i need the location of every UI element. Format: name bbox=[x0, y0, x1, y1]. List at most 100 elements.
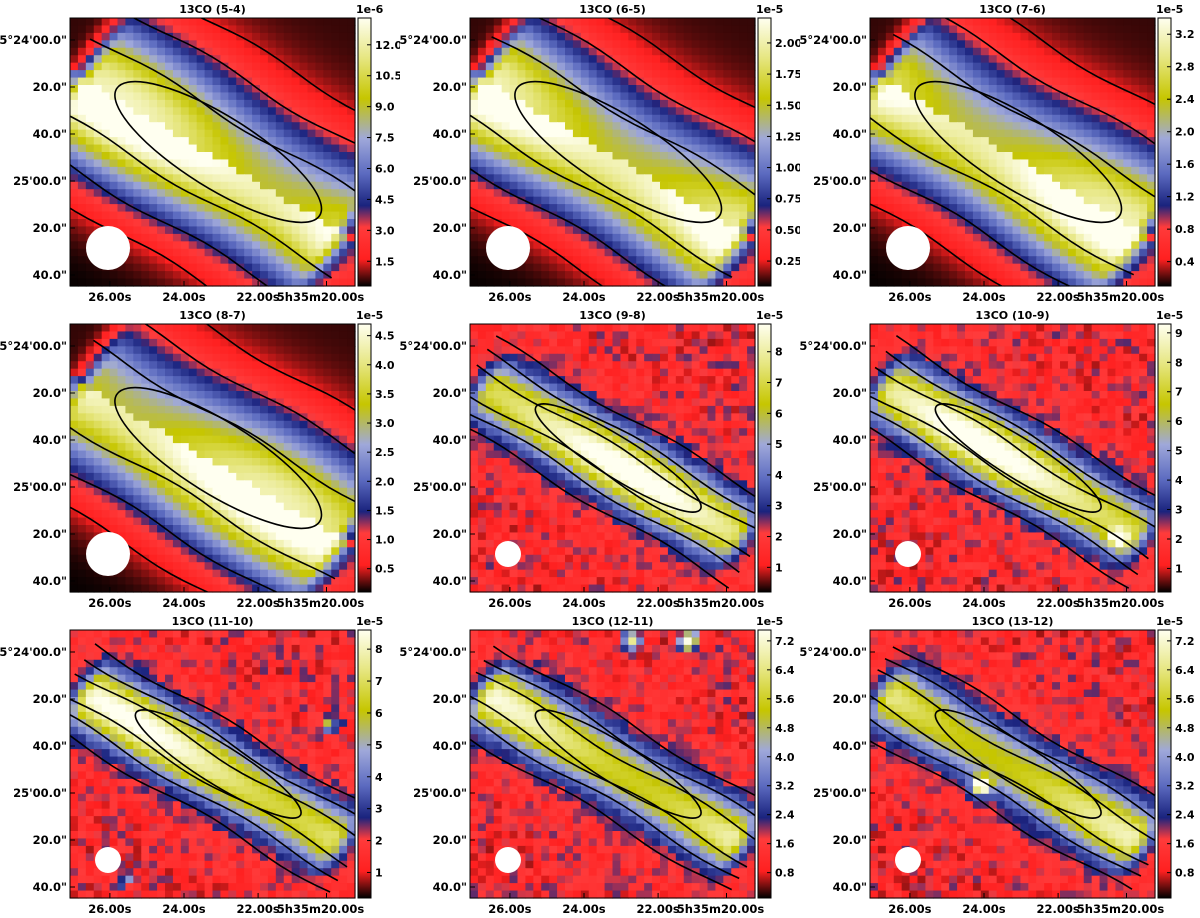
map-cell bbox=[141, 25, 150, 34]
map-cell bbox=[93, 62, 103, 71]
map-cell bbox=[580, 77, 590, 86]
map-cell bbox=[660, 263, 669, 272]
map-cell bbox=[470, 196, 479, 205]
map-cell bbox=[941, 55, 950, 64]
map-cell bbox=[141, 517, 150, 526]
map-cell bbox=[101, 413, 111, 422]
map-cell bbox=[628, 256, 637, 265]
map-cell bbox=[188, 391, 198, 400]
map-cell bbox=[1083, 226, 1093, 235]
beam-ellipse bbox=[886, 226, 930, 270]
map-cell bbox=[517, 152, 527, 161]
map-cell bbox=[188, 458, 198, 467]
map-cell bbox=[1083, 263, 1093, 272]
map-cell bbox=[196, 219, 206, 228]
map-cell bbox=[1147, 226, 1156, 235]
map-cell bbox=[315, 114, 324, 123]
map-cell bbox=[141, 331, 150, 340]
map-cell bbox=[347, 211, 356, 220]
map-cell bbox=[85, 166, 95, 175]
map-cell bbox=[133, 144, 142, 153]
map-cell bbox=[165, 324, 174, 333]
map-cell bbox=[339, 241, 348, 250]
colorbar-tick-label: 1.5 bbox=[375, 255, 395, 268]
map-cell bbox=[109, 517, 119, 526]
map-cell bbox=[109, 25, 119, 34]
map-cell bbox=[1028, 233, 1037, 242]
map-cell bbox=[339, 472, 348, 481]
map-cell bbox=[125, 472, 134, 481]
map-cell bbox=[557, 99, 566, 108]
map-cell bbox=[893, 47, 903, 56]
map-cell bbox=[612, 85, 622, 94]
map-cell bbox=[699, 226, 709, 235]
map-cell bbox=[667, 189, 677, 198]
map-cell bbox=[652, 55, 661, 64]
contour-inner bbox=[114, 80, 323, 224]
map-cell bbox=[1147, 92, 1156, 101]
map-cell bbox=[299, 405, 309, 414]
map-cell bbox=[933, 219, 942, 228]
map-cell bbox=[339, 166, 348, 175]
map-cell bbox=[347, 324, 356, 333]
map-cell bbox=[252, 495, 261, 504]
contour-group bbox=[70, 18, 355, 286]
map-cell bbox=[933, 248, 942, 257]
map-cell bbox=[493, 219, 503, 228]
map-cell bbox=[180, 256, 190, 265]
map-cell bbox=[204, 174, 214, 183]
map-cell bbox=[70, 233, 79, 242]
map-cell bbox=[133, 472, 142, 481]
map-cell bbox=[252, 55, 261, 64]
map-cell bbox=[307, 226, 317, 235]
map-cell bbox=[260, 25, 269, 34]
map-cell bbox=[925, 25, 934, 34]
map-cell bbox=[283, 85, 293, 94]
map-cell bbox=[675, 256, 685, 265]
contour-line bbox=[70, 163, 269, 286]
map-cell bbox=[877, 62, 887, 71]
map-cell bbox=[228, 248, 237, 257]
map-cell bbox=[70, 398, 79, 407]
map-cell bbox=[988, 99, 998, 108]
map-cell bbox=[612, 40, 622, 49]
map-cell bbox=[588, 211, 598, 220]
map-cell bbox=[228, 487, 237, 496]
map-cell bbox=[236, 428, 245, 437]
map-cell bbox=[236, 18, 245, 27]
map-cell bbox=[188, 263, 198, 272]
map-cell bbox=[580, 137, 590, 146]
map-cell bbox=[1075, 122, 1085, 131]
map-cell bbox=[101, 181, 111, 190]
map-cell bbox=[260, 346, 269, 355]
map-cell bbox=[893, 122, 903, 131]
map-cell bbox=[596, 144, 606, 153]
map-cell bbox=[133, 338, 142, 347]
map-cell bbox=[85, 502, 95, 511]
y-tick-label: 40.0" bbox=[33, 268, 67, 282]
map-cell bbox=[909, 18, 919, 27]
map-cell bbox=[501, 92, 511, 101]
map-cell bbox=[299, 152, 309, 161]
map-cell bbox=[315, 472, 324, 481]
map-cell bbox=[347, 18, 356, 27]
map-cell bbox=[244, 85, 253, 94]
map-cell bbox=[260, 159, 269, 168]
map-cell bbox=[1052, 263, 1061, 272]
map-cell bbox=[117, 338, 127, 347]
map-cell bbox=[739, 40, 748, 49]
map-cell bbox=[596, 226, 606, 235]
map-cell bbox=[109, 152, 119, 161]
map-cell bbox=[485, 181, 495, 190]
map-cell bbox=[652, 152, 661, 161]
map-cell bbox=[1036, 85, 1045, 94]
map-cell bbox=[180, 196, 190, 205]
map-cell bbox=[925, 70, 934, 79]
map-cell bbox=[220, 368, 229, 377]
map-cell bbox=[85, 85, 95, 94]
map-cell bbox=[188, 85, 198, 94]
map-cell bbox=[228, 271, 237, 280]
map-cell bbox=[572, 122, 582, 131]
map-cell bbox=[572, 204, 582, 213]
map-cell bbox=[1075, 55, 1085, 64]
